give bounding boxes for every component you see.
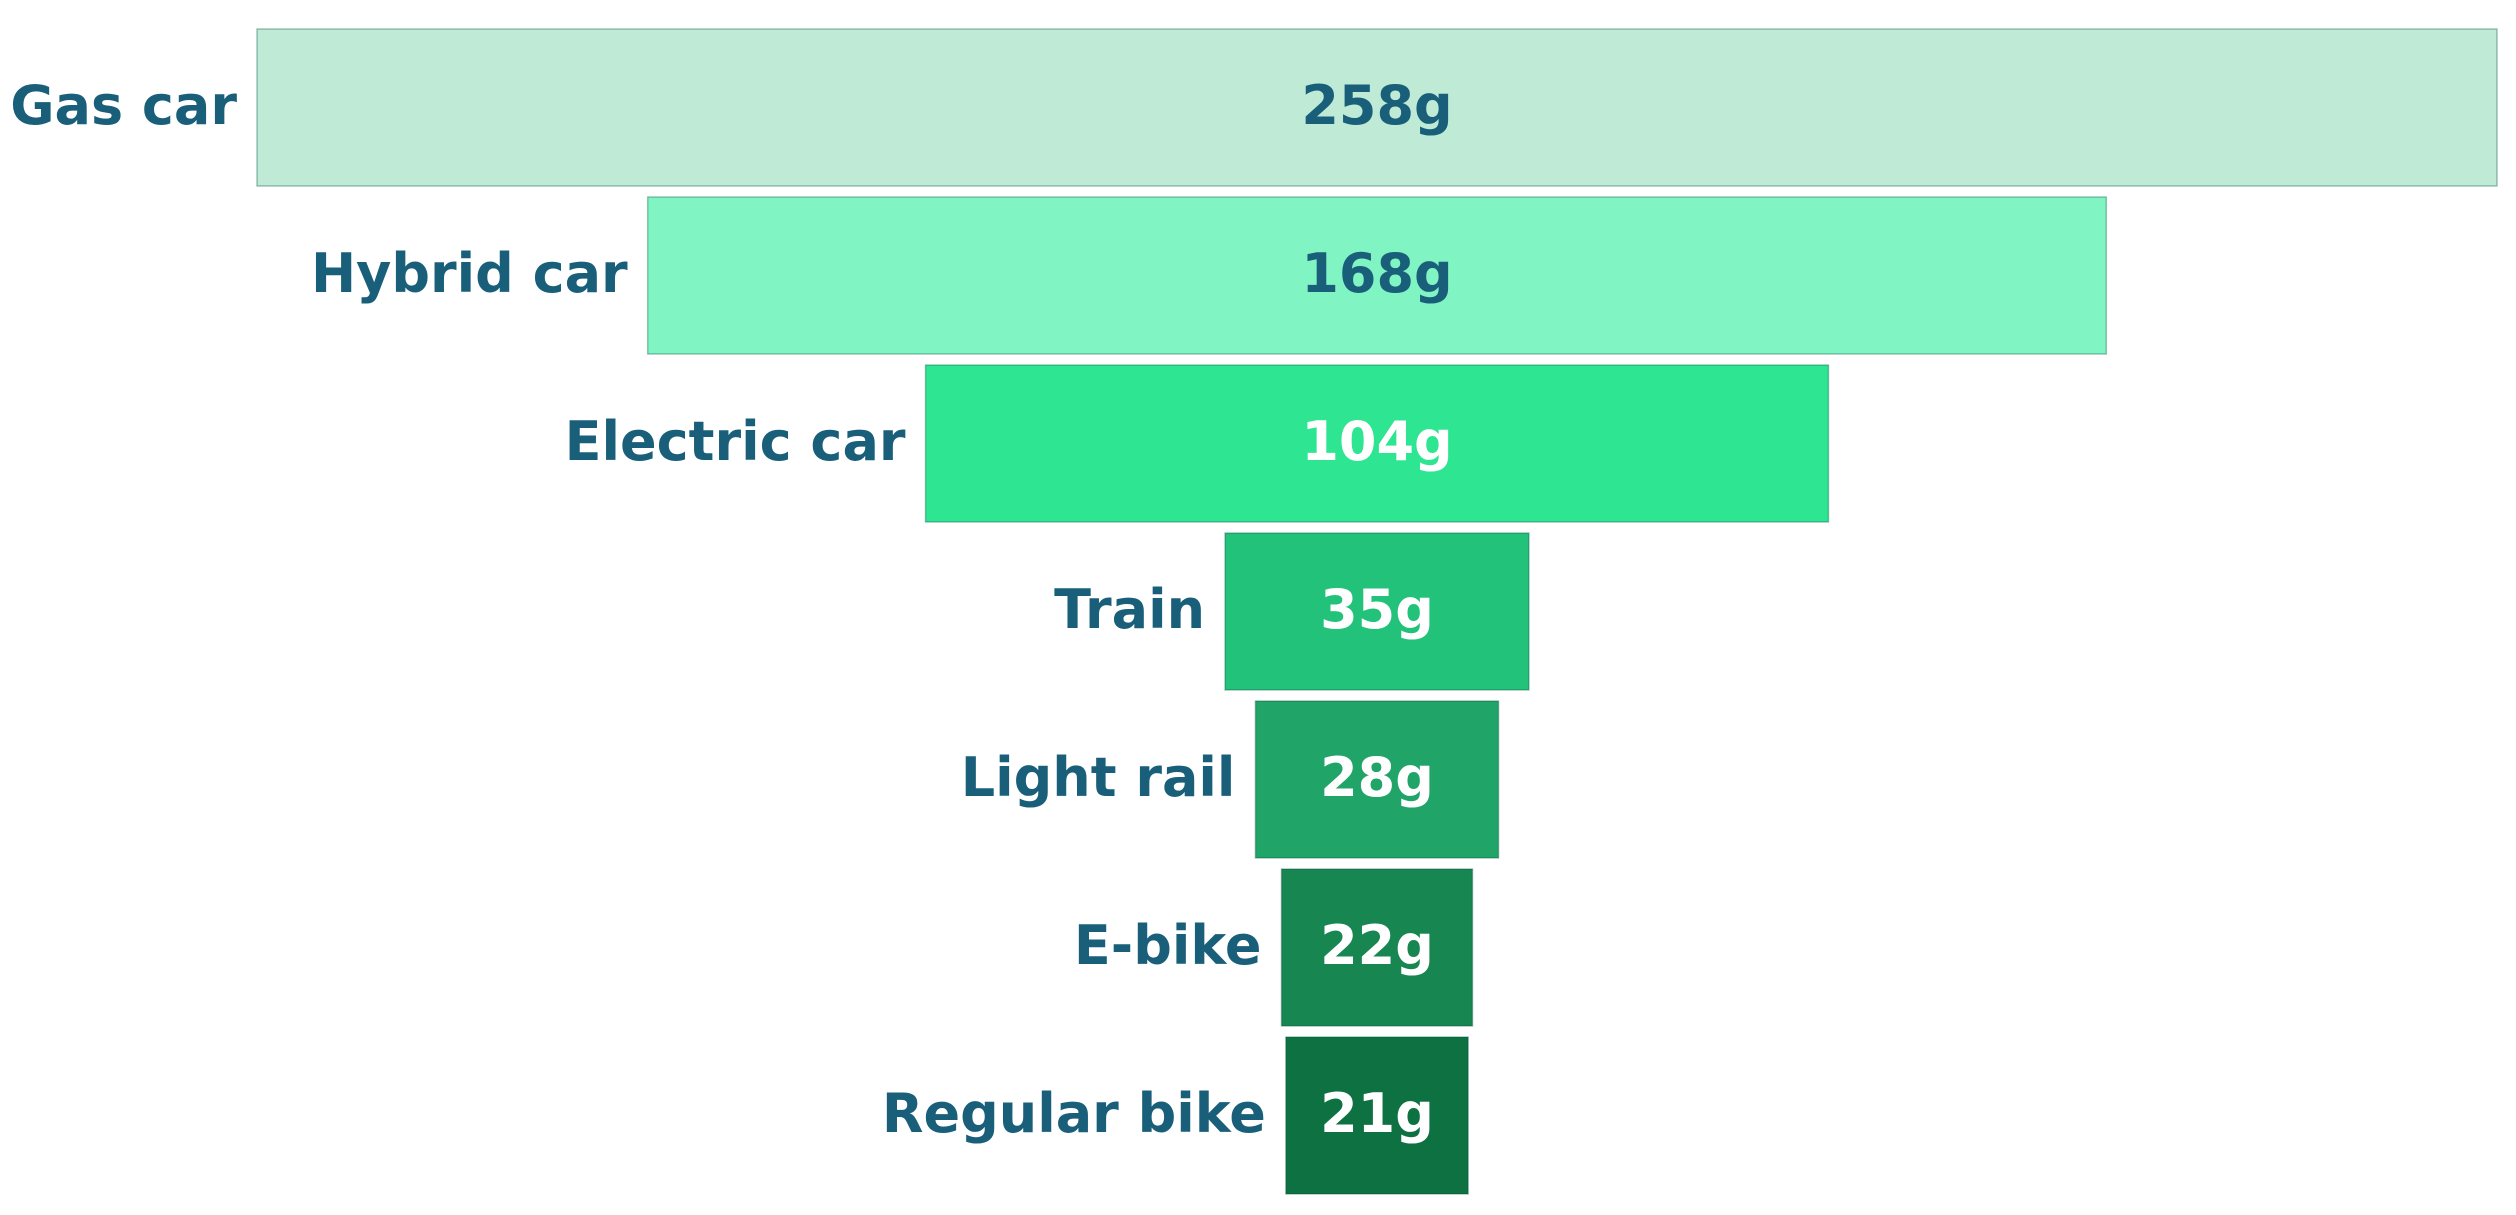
category-label: Train (1054, 578, 1205, 641)
value-label: 258g (1301, 74, 1452, 137)
category-label: Regular bike (882, 1082, 1266, 1145)
value-label: 21g (1320, 1082, 1434, 1145)
value-label: 168g (1301, 242, 1452, 305)
funnel-bar (256, 28, 2498, 187)
funnel-bar (1224, 532, 1530, 691)
value-label: 28g (1320, 746, 1434, 809)
value-label: 22g (1320, 914, 1434, 977)
funnel-bar (1280, 868, 1474, 1027)
category-label: E-bike (1074, 914, 1262, 977)
funnel-bar (1285, 1036, 1469, 1195)
category-label: Electric car (565, 410, 906, 473)
category-label: Hybrid car (311, 242, 628, 305)
funnel-bar (646, 196, 2108, 355)
category-label: Light rail (961, 746, 1236, 809)
value-label: 104g (1301, 410, 1452, 473)
category-label: Gas car (10, 74, 237, 137)
value-label: 35g (1320, 578, 1434, 641)
funnel-bar (1254, 700, 1500, 859)
funnel-bar (924, 364, 1830, 523)
